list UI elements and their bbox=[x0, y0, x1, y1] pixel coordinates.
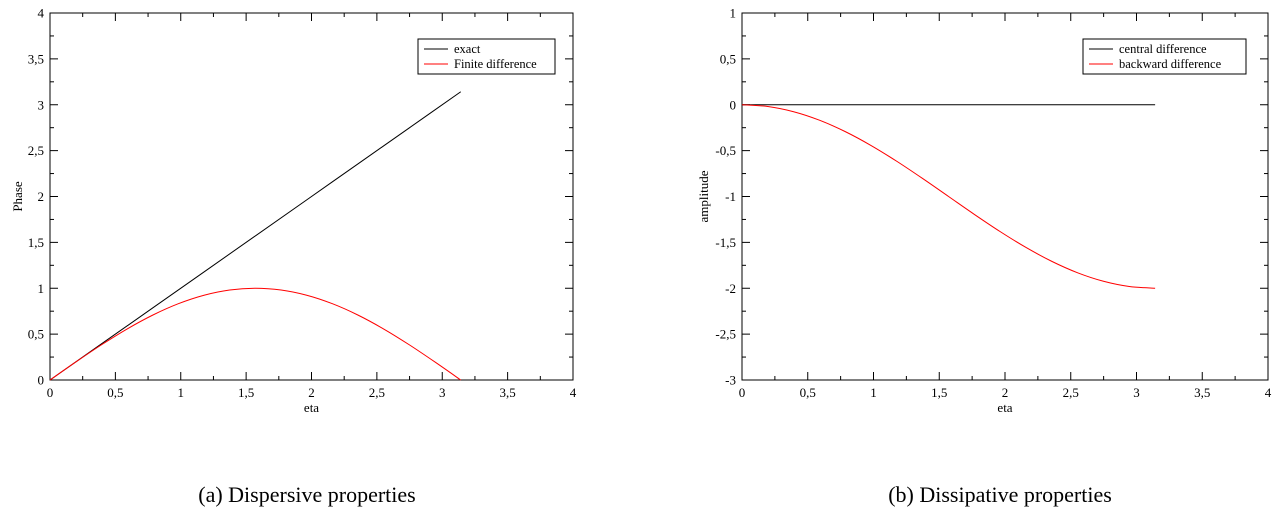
x-tick-label: 3,5 bbox=[1194, 385, 1210, 400]
caption: (b) Dissipative properties bbox=[888, 482, 1112, 507]
y-tick-label: 0,5 bbox=[28, 327, 44, 342]
y-tick-label: -1 bbox=[725, 189, 736, 204]
y-tick-label: 3,5 bbox=[28, 51, 44, 66]
x-tick-label: 0,5 bbox=[107, 385, 123, 400]
y-tick-label: 0,5 bbox=[720, 51, 736, 66]
x-tick-label: 0,5 bbox=[800, 385, 816, 400]
x-tick-label: 3,5 bbox=[500, 385, 516, 400]
caption: (a) Dispersive properties bbox=[198, 482, 415, 507]
x-tick-label: 2 bbox=[308, 385, 315, 400]
series-backward-difference bbox=[741, 104, 1156, 289]
x-tick-label: 4 bbox=[570, 385, 577, 400]
legend-label: exact bbox=[454, 42, 481, 56]
x-tick-label: 1,5 bbox=[238, 385, 254, 400]
y-tick-label: 3 bbox=[38, 97, 45, 112]
y-tick-label: 1 bbox=[730, 6, 737, 21]
y-tick-label: 4 bbox=[38, 6, 45, 21]
y-tick-label: 1,5 bbox=[28, 235, 44, 250]
y-tick-label: 0 bbox=[730, 97, 737, 112]
series-finite-difference bbox=[49, 287, 462, 381]
y-axis-label: amplitude bbox=[696, 170, 711, 222]
x-tick-label: 1,5 bbox=[931, 385, 947, 400]
series-exact bbox=[49, 91, 462, 381]
y-tick-label: -2,5 bbox=[715, 327, 736, 342]
x-tick-label: 2 bbox=[1002, 385, 1009, 400]
y-tick-label: 0 bbox=[38, 373, 45, 388]
x-axis-label: eta bbox=[304, 400, 319, 415]
x-tick-label: 2,5 bbox=[1063, 385, 1079, 400]
legend-label: Finite difference bbox=[454, 57, 537, 71]
chart-b: 0 0,5 1 1,5 2 2,5 3 3,5 4 -3 -2,5 -2 -1,5 -1 -0,5 0 0,5 1… bbox=[696, 6, 1272, 508]
y-tick-label: -2 bbox=[725, 281, 736, 296]
x-tick-label: 0 bbox=[739, 385, 746, 400]
y-tick-label: 1 bbox=[38, 281, 45, 296]
x-tick-label: 4 bbox=[1265, 385, 1272, 400]
y-tick-label: 2,5 bbox=[28, 143, 44, 158]
legend-box bbox=[1082, 38, 1247, 75]
x-tick-label: 2,5 bbox=[369, 385, 385, 400]
legend-label: central difference bbox=[1119, 42, 1207, 56]
y-tick-label: -3 bbox=[725, 373, 736, 388]
x-axis-label: eta bbox=[997, 400, 1012, 415]
y-tick-label: -0,5 bbox=[715, 143, 736, 158]
x-tick-label: 1 bbox=[178, 385, 185, 400]
y-tick-label: -1,5 bbox=[715, 235, 736, 250]
y-tick-label: 2 bbox=[38, 189, 45, 204]
x-tick-label: 0 bbox=[47, 385, 54, 400]
x-tick-label: 1 bbox=[870, 385, 877, 400]
x-tick-label: 3 bbox=[1133, 385, 1140, 400]
legend-label: backward difference bbox=[1119, 57, 1222, 71]
chart-a: 0 0,5 1 1,5 2 2,5 3 3,5 4 0 0,5 1 1,5 2 2,5 3 3,5 4 eta Pha… bbox=[10, 6, 577, 508]
legend-box bbox=[417, 38, 556, 75]
x-tick-label: 3 bbox=[439, 385, 446, 400]
y-axis-label: Phase bbox=[10, 181, 25, 212]
